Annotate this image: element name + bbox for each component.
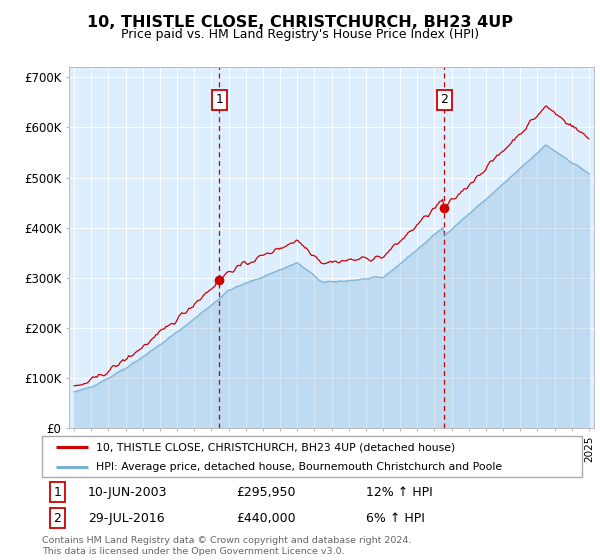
Text: Price paid vs. HM Land Registry's House Price Index (HPI): Price paid vs. HM Land Registry's House … [121,28,479,41]
Text: 10-JUN-2003: 10-JUN-2003 [88,486,167,499]
Text: 29-JUL-2016: 29-JUL-2016 [88,512,164,525]
Text: £295,950: £295,950 [236,486,296,499]
Text: 1: 1 [215,93,223,106]
Text: 2: 2 [440,93,448,106]
Text: 2: 2 [53,512,61,525]
Text: 10, THISTLE CLOSE, CHRISTCHURCH, BH23 4UP: 10, THISTLE CLOSE, CHRISTCHURCH, BH23 4U… [87,15,513,30]
Text: 10, THISTLE CLOSE, CHRISTCHURCH, BH23 4UP (detached house): 10, THISTLE CLOSE, CHRISTCHURCH, BH23 4U… [96,442,455,452]
Text: HPI: Average price, detached house, Bournemouth Christchurch and Poole: HPI: Average price, detached house, Bour… [96,462,502,472]
FancyBboxPatch shape [42,436,582,477]
Text: 1: 1 [53,486,61,499]
Text: 12% ↑ HPI: 12% ↑ HPI [366,486,433,499]
Text: 6% ↑ HPI: 6% ↑ HPI [366,512,425,525]
Text: Contains HM Land Registry data © Crown copyright and database right 2024.
This d: Contains HM Land Registry data © Crown c… [42,536,412,556]
Text: £440,000: £440,000 [236,512,296,525]
